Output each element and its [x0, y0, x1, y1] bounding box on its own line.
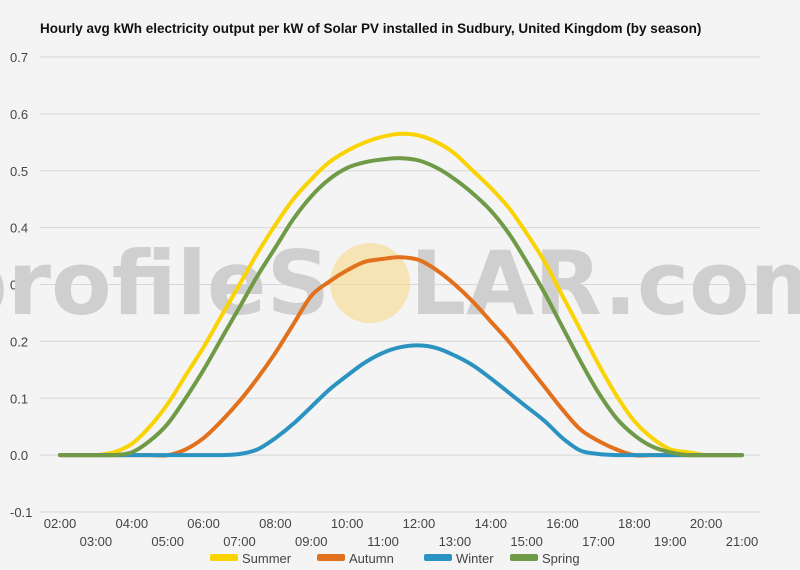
legend-label-spring: Spring	[542, 551, 580, 566]
legend-swatch-winter	[424, 554, 452, 561]
x-tick-label: 18:00	[618, 516, 651, 531]
x-tick-label: 04:00	[116, 516, 149, 531]
x-tick-label: 17:00	[582, 534, 615, 549]
x-tick-label: 20:00	[690, 516, 723, 531]
x-tick-label: 21:00	[726, 534, 759, 549]
x-tick-label: 15:00	[510, 534, 543, 549]
watermark: profileS LAR.com	[0, 232, 800, 335]
x-tick-label: 08:00	[259, 516, 292, 531]
y-tick-label: 0.5	[10, 164, 28, 179]
legend-swatch-summer	[210, 554, 238, 561]
x-tick-label: 10:00	[331, 516, 364, 531]
x-tick-label: 14:00	[474, 516, 507, 531]
x-tick-label: 13:00	[439, 534, 472, 549]
legend-label-winter: Winter	[456, 551, 494, 566]
watermark-text-left: profileS	[0, 232, 330, 335]
legend-swatch-spring	[510, 554, 538, 561]
x-tick-label: 02:00	[44, 516, 77, 531]
x-tick-label: 05:00	[151, 534, 184, 549]
y-tick-label: 0.6	[10, 107, 28, 122]
x-axis-ticks: 02:00 04:00 06:00 08:00 10:00 12:00 14:00 16:00…	[44, 516, 759, 549]
x-tick-label: 12:00	[403, 516, 436, 531]
x-tick-label: 07:00	[223, 534, 256, 549]
watermark-text-right: LAR.com	[410, 232, 800, 335]
x-tick-label: 06:00	[187, 516, 220, 531]
y-tick-label: 0.3	[10, 278, 28, 293]
y-tick-label: 0.1	[10, 391, 28, 406]
y-axis-ticks: -0.1 0.0 0.1 0.2 0.3 0.4 0.5 0.6 0.7	[10, 50, 32, 520]
x-tick-label: 16:00	[546, 516, 579, 531]
chart-title: Hourly avg kWh electricity output per kW…	[40, 21, 701, 36]
legend-label-autumn: Autumn	[349, 551, 394, 566]
x-tick-label: 19:00	[654, 534, 687, 549]
series-line-winter	[58, 343, 744, 458]
y-tick-label: 0.4	[10, 221, 28, 236]
y-tick-label: 0.7	[10, 50, 28, 65]
legend: Summer Autumn Winter Spring	[210, 551, 580, 566]
series-line-spring	[58, 156, 744, 458]
x-tick-label: 03:00	[80, 534, 113, 549]
x-tick-label: 09:00	[295, 534, 328, 549]
series-lines	[58, 131, 744, 458]
y-tick-label: 0.0	[10, 448, 28, 463]
x-tick-label: 11:00	[367, 534, 399, 549]
legend-swatch-autumn	[317, 554, 345, 561]
y-tick-label: -0.1	[10, 505, 32, 520]
legend-label-summer: Summer	[242, 551, 292, 566]
series-line-summer	[58, 131, 744, 458]
watermark-sun-icon	[330, 243, 410, 323]
y-tick-label: 0.2	[10, 334, 28, 349]
